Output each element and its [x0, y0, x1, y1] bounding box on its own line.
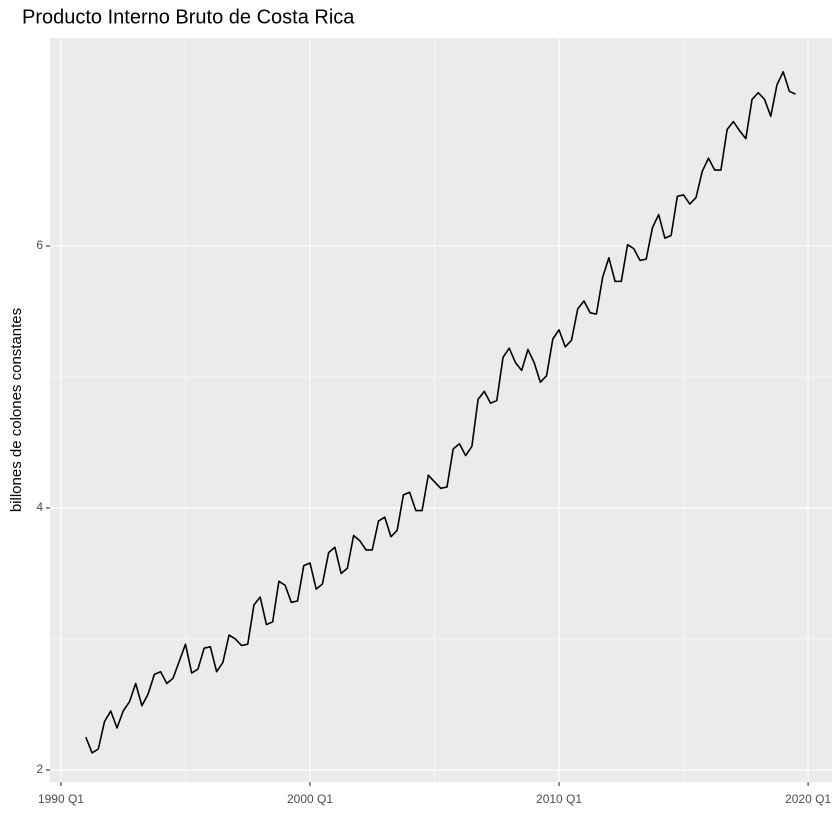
plot-panel — [50, 38, 832, 782]
y-tick-label: 2 — [36, 762, 43, 776]
y-tick-label: 4 — [36, 500, 43, 514]
chart-title: Producto Interno Bruto de Costa Rica — [22, 6, 355, 28]
x-tick-label: 2020 Q1 — [785, 792, 831, 806]
x-tick-label: 2010 Q1 — [536, 792, 582, 806]
y-tick-label: 6 — [36, 238, 43, 252]
x-tick-label: 2000 Q1 — [287, 792, 333, 806]
data-line — [85, 70, 796, 754]
y-axis-label: billones de colones constantes — [8, 308, 25, 512]
x-tick-label: 1990 Q1 — [38, 792, 84, 806]
